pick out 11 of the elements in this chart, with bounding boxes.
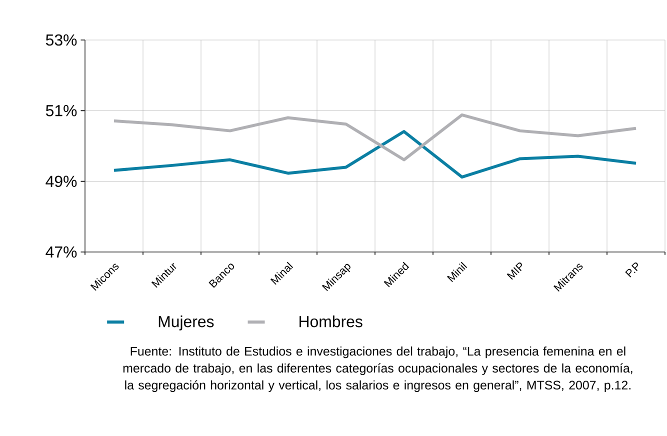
x-tick-label: P.P — [625, 262, 638, 278]
y-tick-label: 53% — [46, 34, 77, 46]
y-tick-label: 49% — [46, 176, 77, 187]
y-tick-label: 47% — [46, 246, 77, 258]
line-series — [112, 113, 638, 162]
legend-label: Mujeres — [158, 316, 214, 330]
source-note: Fuente: Instituto de Estudios e investigaciones del trabajo, “La presencia femenina en el mercado de trabajo, en las diferentes categorías ocupacionales y sectores de la economía, la segregación horizontal y vertical, los salarios e ingresos en general”, MTSS, 2007, p.12. — [123, 346, 632, 392]
legend-label: Hombres — [300, 316, 362, 328]
line-series — [112, 130, 638, 179]
x-tick-label: MIP — [506, 262, 522, 280]
y-tick-label: 51% — [46, 105, 77, 116]
